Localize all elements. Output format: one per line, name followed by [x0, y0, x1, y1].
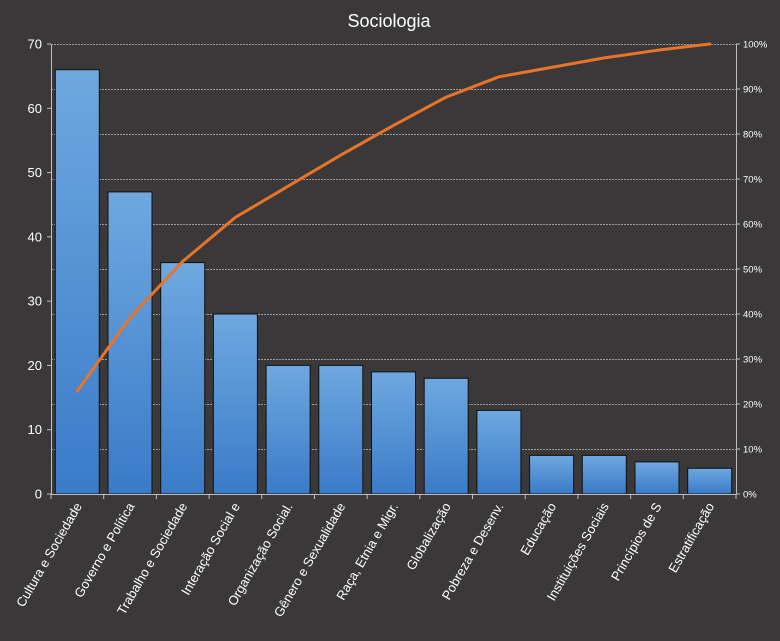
y2-tick-label: 0%: [743, 490, 757, 501]
bar: [371, 371, 416, 495]
bar: [212, 313, 258, 495]
y2-tick-label: 60%: [743, 220, 763, 231]
x-tick-label: Estratificação: [665, 500, 717, 575]
cumulative-percent-line: [75, 42, 712, 393]
y2-tick-label: 100%: [743, 40, 768, 51]
y2-tick-label: 50%: [743, 265, 763, 276]
y2-tick-label: 20%: [743, 400, 763, 411]
cumulative-line: [75, 42, 712, 393]
bar: [318, 364, 364, 495]
y-tick-label: 20: [28, 358, 42, 373]
y2-tick-label: 90%: [743, 85, 763, 96]
y-tick-label: 60: [28, 101, 42, 116]
x-tick-label: Globalização: [403, 500, 454, 573]
y2-tick-label: 30%: [743, 355, 763, 366]
y-axis-secondary: 0% 10% 20% 30% 40% 50% 60% 70% 80% 90% 100%: [736, 40, 768, 501]
y2-tick-label: 80%: [743, 130, 763, 141]
x-tick-label: Princípios de S: [608, 500, 665, 584]
bar: [265, 364, 311, 495]
y-axis-primary: 0 10 20 30 40 50 60 70: [28, 37, 52, 502]
bar: [160, 262, 206, 495]
bar: [54, 69, 100, 495]
bars: [54, 69, 733, 495]
bar: [423, 377, 469, 495]
bar: [476, 409, 522, 495]
y2-tick-label: 70%: [743, 175, 763, 186]
bar: [529, 454, 575, 495]
x-tick-label: Interação Social e: [178, 500, 243, 598]
chart-title: Sociologia: [347, 11, 431, 31]
bar: [687, 467, 733, 495]
bar: [634, 461, 680, 495]
y-tick-label: 70: [28, 37, 42, 52]
y2-tick-label: 10%: [743, 445, 763, 456]
y-tick-label: 10: [28, 422, 42, 437]
bar: [107, 191, 153, 495]
bar: [581, 454, 627, 495]
y-tick-label: 50: [28, 165, 42, 180]
x-tick-label: Educação: [517, 500, 559, 558]
y2-tick-label: 40%: [743, 310, 763, 321]
y-tick-label: 40: [28, 229, 42, 244]
y-tick-label: 0: [35, 487, 42, 502]
y-tick-label: 30: [28, 294, 42, 309]
